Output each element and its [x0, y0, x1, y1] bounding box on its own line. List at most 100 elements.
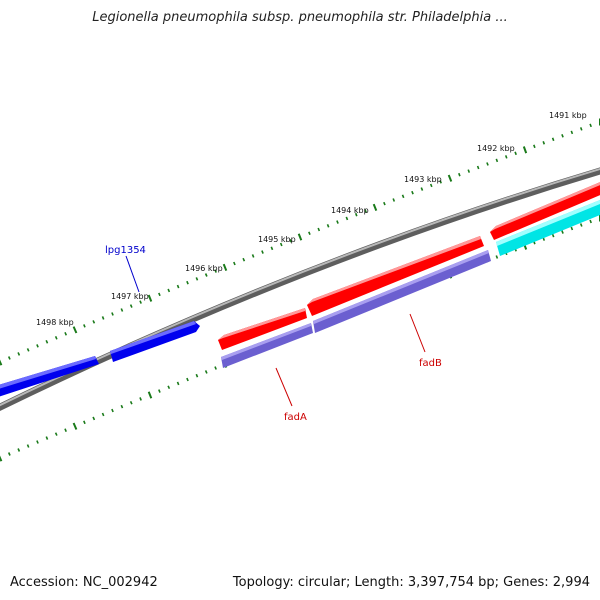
- outer-ruler-minor-tick: [401, 194, 405, 199]
- gene-lpg1354-left[interactable]: [0, 356, 99, 398]
- kbp-label-1494: 1494 kbp: [331, 206, 369, 215]
- outer-ruler-minor-tick: [495, 158, 499, 163]
- outer-ruler-minor-tick: [270, 246, 274, 251]
- fadB-leader: [409, 313, 426, 353]
- inner-ruler-major-tick: [0, 455, 3, 462]
- gene-lpg1354[interactable]: [110, 321, 200, 362]
- outer-ruler-minor-tick: [308, 231, 311, 236]
- kbp-label-1491: 1491 kbp: [549, 111, 587, 120]
- outer-ruler-minor-tick: [261, 250, 264, 254]
- outer-ruler-minor-tick: [45, 339, 49, 344]
- kbp-label-1493: 1493 kbp: [404, 175, 442, 184]
- fadA-leader: [275, 367, 293, 407]
- outer-ruler-minor-tick: [64, 331, 68, 336]
- outer-ruler-major-tick: [72, 326, 78, 334]
- inner-ruler-minor-tick: [36, 440, 39, 444]
- cog-track-fadA: [221, 323, 313, 368]
- inner-ruler-minor-tick: [495, 255, 499, 259]
- gene-label-fadA: fadA: [284, 412, 307, 423]
- gene-right-red[interactable]: [490, 180, 600, 240]
- kbp-label-1496: 1496 kbp: [185, 264, 223, 273]
- kbp-label-1492: 1492 kbp: [477, 144, 515, 153]
- outer-ruler-minor-tick: [439, 180, 442, 184]
- gene-fadA[interactable]: [218, 308, 307, 350]
- outer-ruler-minor-tick: [589, 123, 592, 128]
- kbp-label-1497: 1497 kbp: [111, 292, 149, 301]
- outer-ruler-minor-tick: [486, 162, 489, 166]
- inner-ruler-minor-tick: [561, 230, 564, 234]
- outer-ruler-minor-tick: [233, 261, 236, 266]
- outer-ruler-minor-tick: [186, 280, 189, 285]
- gene-fadB[interactable]: [307, 236, 484, 316]
- inner-ruler-major-tick: [147, 391, 153, 399]
- outer-ruler-minor-tick: [17, 352, 21, 356]
- outer-ruler-minor-tick: [139, 300, 142, 304]
- outer-ruler-minor-tick: [214, 269, 217, 273]
- outer-ruler-minor-tick: [383, 201, 386, 206]
- outer-ruler-major-tick: [522, 146, 528, 154]
- outer-ruler-minor-tick: [167, 288, 171, 293]
- inner-ruler-minor-tick: [120, 404, 124, 409]
- inner-ruler-minor-tick: [570, 226, 574, 231]
- outer-ruler-minor-tick: [92, 320, 96, 324]
- inner-ruler-minor-tick: [551, 233, 555, 238]
- outer-ruler-minor-tick: [242, 257, 246, 262]
- cog-track-fadB: [313, 250, 491, 333]
- outer-ruler-minor-tick: [83, 324, 86, 328]
- outer-ruler-major-tick: [447, 174, 453, 182]
- outer-ruler-minor-tick: [411, 190, 414, 195]
- outer-ruler-minor-tick: [345, 216, 349, 221]
- gene-label-fadB: fadB: [419, 358, 442, 369]
- inner-ruler-major-tick: [72, 422, 78, 430]
- inner-ruler-minor-tick: [111, 408, 114, 413]
- inner-ruler-minor-tick: [204, 370, 208, 374]
- outer-ruler-minor-tick: [129, 304, 133, 308]
- inner-ruler-minor-tick: [54, 432, 58, 436]
- outer-kbp-ruler: [0, 118, 600, 366]
- inner-ruler-minor-tick: [129, 400, 133, 405]
- inner-ruler-minor-tick: [17, 448, 21, 452]
- inner-ruler-minor-tick: [7, 452, 11, 456]
- map-title: Legionella pneumophila subsp. pneumophil…: [92, 10, 508, 25]
- outer-ruler-minor-tick: [279, 242, 283, 247]
- outer-ruler-minor-tick: [392, 198, 396, 202]
- outer-ruler-major-tick: [372, 203, 378, 211]
- accession-text: Accession: NC_002942: [10, 575, 158, 590]
- outer-ruler-major-tick: [0, 359, 3, 366]
- outer-ruler-minor-tick: [158, 292, 161, 297]
- inner-ruler-minor-tick: [214, 366, 217, 370]
- outer-ruler-minor-tick: [336, 220, 339, 224]
- outer-ruler-minor-tick: [111, 312, 114, 316]
- inner-ruler-minor-tick: [176, 381, 180, 386]
- outer-ruler-minor-tick: [120, 308, 124, 312]
- outer-ruler-minor-tick: [364, 209, 367, 213]
- kbp-label-1498: 1498 kbp: [36, 318, 74, 327]
- outer-ruler-minor-tick: [429, 183, 433, 188]
- outer-ruler-minor-tick: [195, 277, 199, 281]
- outer-ruler-minor-tick: [326, 224, 330, 228]
- outer-ruler-minor-tick: [54, 335, 58, 340]
- outer-ruler-minor-tick: [542, 141, 546, 145]
- outer-ruler-minor-tick: [101, 316, 105, 320]
- gene-label-lpg1354: lpg1354: [105, 245, 146, 256]
- outer-ruler-minor-tick: [570, 130, 574, 135]
- outer-ruler-minor-tick: [7, 356, 11, 360]
- inner-ruler-minor-tick: [101, 412, 105, 417]
- outer-ruler-minor-tick: [289, 238, 292, 243]
- outer-ruler-minor-tick: [551, 137, 555, 142]
- lpg1354-leader: [125, 255, 140, 293]
- outer-ruler-major-tick: [222, 263, 228, 271]
- outer-ruler-minor-tick: [476, 165, 480, 170]
- outer-ruler-minor-tick: [251, 254, 255, 258]
- outer-ruler-minor-tick: [504, 155, 508, 159]
- outer-ruler-minor-tick: [176, 284, 180, 289]
- outer-ruler-minor-tick: [514, 151, 517, 156]
- outer-ruler-minor-tick: [533, 144, 536, 149]
- inner-ruler-minor-tick: [26, 444, 30, 448]
- inner-ruler-minor-tick: [195, 373, 199, 378]
- genome-backbone: [0, 167, 600, 412]
- inner-ruler-minor-tick: [579, 223, 583, 227]
- outer-ruler-minor-tick: [36, 344, 39, 348]
